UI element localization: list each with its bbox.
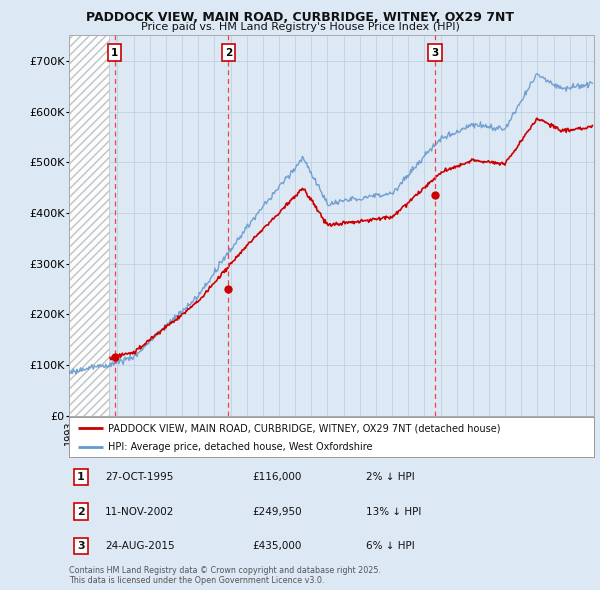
Text: HPI: Average price, detached house, West Oxfordshire: HPI: Average price, detached house, West… xyxy=(109,442,373,452)
Text: Contains HM Land Registry data © Crown copyright and database right 2025.
This d: Contains HM Land Registry data © Crown c… xyxy=(69,566,381,585)
Text: 2: 2 xyxy=(225,48,232,57)
Text: £116,000: £116,000 xyxy=(252,473,301,482)
Text: 2% ↓ HPI: 2% ↓ HPI xyxy=(366,473,415,482)
Text: 24-AUG-2015: 24-AUG-2015 xyxy=(105,541,175,550)
Text: 6% ↓ HPI: 6% ↓ HPI xyxy=(366,541,415,550)
Text: £435,000: £435,000 xyxy=(252,541,301,550)
Text: PADDOCK VIEW, MAIN ROAD, CURBRIDGE, WITNEY, OX29 7NT: PADDOCK VIEW, MAIN ROAD, CURBRIDGE, WITN… xyxy=(86,11,514,24)
Text: 2: 2 xyxy=(77,507,85,516)
Text: 11-NOV-2002: 11-NOV-2002 xyxy=(105,507,175,516)
Text: 13% ↓ HPI: 13% ↓ HPI xyxy=(366,507,421,516)
Text: 3: 3 xyxy=(77,541,85,550)
Text: £249,950: £249,950 xyxy=(252,507,302,516)
Text: 1: 1 xyxy=(77,473,85,482)
Text: Price paid vs. HM Land Registry's House Price Index (HPI): Price paid vs. HM Land Registry's House … xyxy=(140,22,460,32)
Text: 3: 3 xyxy=(431,48,439,57)
Text: 1: 1 xyxy=(111,48,118,57)
Text: PADDOCK VIEW, MAIN ROAD, CURBRIDGE, WITNEY, OX29 7NT (detached house): PADDOCK VIEW, MAIN ROAD, CURBRIDGE, WITN… xyxy=(109,424,501,434)
Text: 27-OCT-1995: 27-OCT-1995 xyxy=(105,473,173,482)
